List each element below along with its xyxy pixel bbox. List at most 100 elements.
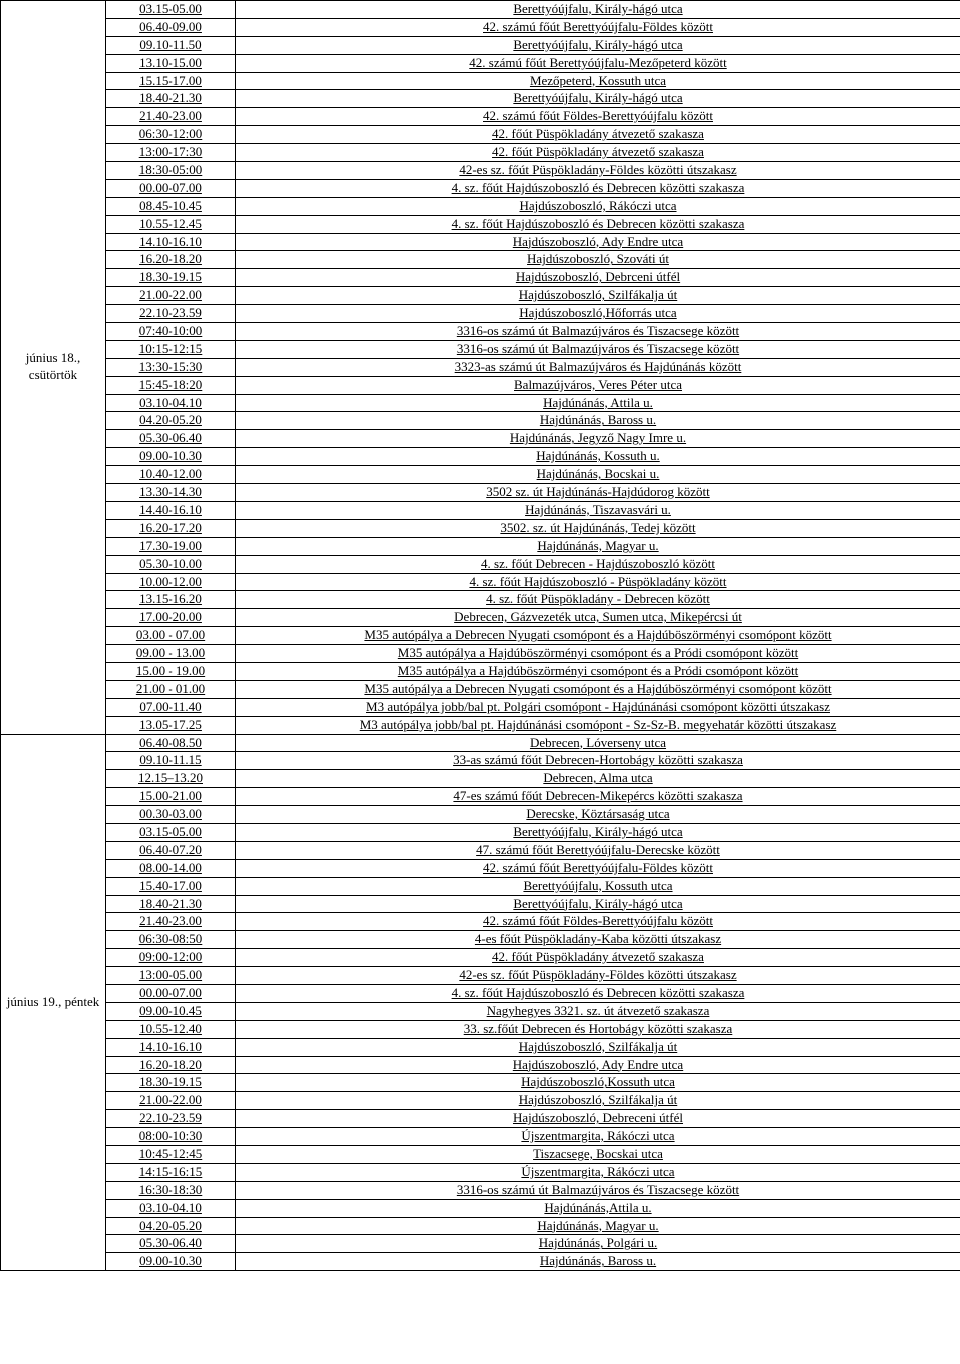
table-row: 09.10-11.1533-as számú főút Debrecen-Hor… (1, 752, 960, 770)
desc-cell: 42. számú főút Berettyóújfalu-Földes köz… (236, 18, 960, 36)
table-row: 03.10-04.10Hajdúnánás, Attila u. (1, 394, 960, 412)
table-row: 13.30-14.303502 sz. út Hajdúnánás-Hajdúd… (1, 484, 960, 502)
table-row: 05.30-06.40Hajdúnánás, Polgári u. (1, 1235, 960, 1253)
table-row: 14.40-16.10Hajdúnánás, Tiszavasvári u. (1, 501, 960, 519)
time-cell: 13:00-05.00 (106, 967, 236, 985)
table-row: 10.55-12.454. sz. főút Hajdúszoboszló és… (1, 215, 960, 233)
desc-cell: Hajdúnánás, Tiszavasvári u. (236, 501, 960, 519)
table-row: 07:40-10:003316-os számú út Balmazújváro… (1, 323, 960, 341)
time-cell: 16:30-18:30 (106, 1181, 236, 1199)
table-row: 05.30-06.40Hajdúnánás, Jegyző Nagy Imre … (1, 430, 960, 448)
table-row: 09.10-11.50Berettyóújfalu, Király-hágó u… (1, 36, 960, 54)
desc-cell: Hajdúszoboszló, Szováti út (236, 251, 960, 269)
desc-cell: M35 autópálya a Hajdúböszörményi csomópo… (236, 645, 960, 663)
desc-cell: 42. számú főút Földes-Berettyóújfalu köz… (236, 913, 960, 931)
time-cell: 22.10-23.59 (106, 305, 236, 323)
schedule-table: június 18., csütörtök03.15-05.00Berettyó… (0, 0, 960, 1271)
desc-cell: Berettyóújfalu, Király-hágó utca (236, 90, 960, 108)
time-cell: 03.15-05.00 (106, 1, 236, 19)
table-row: 18.40-21.30Berettyóújfalu, Király-hágó u… (1, 90, 960, 108)
desc-cell: Hajdúnánás, Baross u. (236, 412, 960, 430)
desc-cell: Hajdúszoboszló, Ady Endre utca (236, 233, 960, 251)
desc-cell: Hajdúszoboszló, Debrceni útfél (236, 269, 960, 287)
desc-cell: 42. számú főút Berettyóújfalu-Mezőpeterd… (236, 54, 960, 72)
desc-cell: 33. sz.főút Debrecen és Hortobágy között… (236, 1020, 960, 1038)
time-cell: 08:00-10:30 (106, 1128, 236, 1146)
table-row: 15.40-17.00Berettyóújfalu, Kossuth utca (1, 877, 960, 895)
table-row: június 19., péntek06.40-08.50Debrecen, L… (1, 734, 960, 752)
desc-cell: Berettyóújfalu, Király-hágó utca (236, 36, 960, 54)
desc-cell: Tiszacsege, Bocskai utca (236, 1146, 960, 1164)
time-cell: 21.00-22.00 (106, 287, 236, 305)
time-cell: 18.40-21.30 (106, 90, 236, 108)
table-row: 16:30-18:303316-os számú út Balmazújváro… (1, 1181, 960, 1199)
desc-cell: 42. főút Püspökladány átvezető szakasza (236, 144, 960, 162)
desc-cell: 3316-os számú út Balmazújváros és Tiszac… (236, 340, 960, 358)
desc-cell: Balmazújváros, Veres Péter utca (236, 376, 960, 394)
table-row: 15.15-17.00Mezőpeterd, Kossuth utca (1, 72, 960, 90)
table-row: 06:30-12:0042. főút Püspökladány átvezet… (1, 126, 960, 144)
time-cell: 14.40-16.10 (106, 501, 236, 519)
time-cell: 17.30-19.00 (106, 537, 236, 555)
desc-cell: Nagyhegyes 3321. sz. út átvezető szakasz… (236, 1002, 960, 1020)
desc-cell: Hajdúnánás, Attila u. (236, 394, 960, 412)
table-row: 22.10-23.59Hajdúszoboszló,Hőforrás utca (1, 305, 960, 323)
desc-cell: 4. sz. főút Debrecen - Hajdúszoboszló kö… (236, 555, 960, 573)
table-row: 17.30-19.00Hajdúnánás, Magyar u. (1, 537, 960, 555)
table-row: 00.00-07.004. sz. főút Hajdúszoboszló és… (1, 984, 960, 1002)
table-row: 03.00 - 07.00M35 autópálya a Debrecen Ny… (1, 627, 960, 645)
desc-cell: 42. számú főút Berettyóújfalu-Földes köz… (236, 859, 960, 877)
desc-cell: 42. főút Püspökladány átvezető szakasza (236, 949, 960, 967)
time-cell: 07.00-11.40 (106, 698, 236, 716)
desc-cell: Hajdúnánás,Attila u. (236, 1199, 960, 1217)
time-cell: 05.30-06.40 (106, 430, 236, 448)
desc-cell: Hajdúszoboszló, Rákóczi utca (236, 197, 960, 215)
table-row: 03.15-05.00Berettyóújfalu, Király-hágó u… (1, 823, 960, 841)
date-cell: június 19., péntek (1, 734, 106, 1271)
desc-cell: M3 autópálya jobb/bal pt. Hajdúnánási cs… (236, 716, 960, 734)
table-row: 08.00-14.0042. számú főút Berettyóújfalu… (1, 859, 960, 877)
table-row: 15.00-21.0047-es számú főút Debrecen-Mik… (1, 788, 960, 806)
desc-cell: Hajdúnánás, Bocskai u. (236, 466, 960, 484)
desc-cell: 3323-as számú út Balmazújváros és Hajdún… (236, 358, 960, 376)
time-cell: 04.20-05.20 (106, 412, 236, 430)
table-row: 15:45-18:20Balmazújváros, Veres Péter ut… (1, 376, 960, 394)
table-row: 17.00-20.00Debrecen, Gázvezeték utca, Su… (1, 609, 960, 627)
table-row: 12.15–13.20Debrecen, Alma utca (1, 770, 960, 788)
time-cell: 04.20-05.20 (106, 1217, 236, 1235)
desc-cell: M35 autópálya a Hajdúböszörményi csomópo… (236, 662, 960, 680)
desc-cell: Berettyóújfalu, Király-hágó utca (236, 895, 960, 913)
time-cell: 15.00 - 19.00 (106, 662, 236, 680)
table-row: 14:15-16:15Újszentmargita, Rákóczi utca (1, 1163, 960, 1181)
table-row: 14.10-16.10Hajdúszoboszló, Ady Endre utc… (1, 233, 960, 251)
time-cell: 13.30-14.30 (106, 484, 236, 502)
desc-cell: 4. sz. főút Hajdúszoboszló és Debrecen k… (236, 179, 960, 197)
desc-cell: Hajdúnánás, Kossuth u. (236, 448, 960, 466)
desc-cell: 42. számú főút Földes-Berettyóújfalu köz… (236, 108, 960, 126)
time-cell: 21.00 - 01.00 (106, 680, 236, 698)
table-row: 13.15-16.204. sz. főút Püspökladány - De… (1, 591, 960, 609)
table-row: 04.20-05.20Hajdúnánás, Magyar u. (1, 1217, 960, 1235)
desc-cell: Berettyóújfalu, Király-hágó utca (236, 823, 960, 841)
time-cell: 17.00-20.00 (106, 609, 236, 627)
table-row: 13.05-17.25M3 autópálya jobb/bal pt. Haj… (1, 716, 960, 734)
time-cell: 06.40-08.50 (106, 734, 236, 752)
time-cell: 06:30-08:50 (106, 931, 236, 949)
table-row: 00.00-07.004. sz. főút Hajdúszoboszló és… (1, 179, 960, 197)
desc-cell: Hajdúszoboszló,Hőforrás utca (236, 305, 960, 323)
time-cell: 00.00-07.00 (106, 179, 236, 197)
table-row: 18.30-19.15Hajdúszoboszló,Kossuth utca (1, 1074, 960, 1092)
time-cell: 15.00-21.00 (106, 788, 236, 806)
desc-cell: 3502. sz. út Hajdúnánás, Tedej között (236, 519, 960, 537)
table-row: 16.20-17.203502. sz. út Hajdúnánás, Tede… (1, 519, 960, 537)
time-cell: 13.15-16.20 (106, 591, 236, 609)
time-cell: 09.00-10.30 (106, 1253, 236, 1271)
time-cell: 10.55-12.45 (106, 215, 236, 233)
table-row: 15.00 - 19.00M35 autópálya a Hajdúböször… (1, 662, 960, 680)
time-cell: 13:30-15:30 (106, 358, 236, 376)
time-cell: 06.40-07.20 (106, 841, 236, 859)
table-row: június 18., csütörtök03.15-05.00Berettyó… (1, 1, 960, 19)
table-row: 16.20-18.20Hajdúszoboszló, Szováti út (1, 251, 960, 269)
time-cell: 21.40-23.00 (106, 913, 236, 931)
desc-cell: Hajdúnánás, Magyar u. (236, 1217, 960, 1235)
